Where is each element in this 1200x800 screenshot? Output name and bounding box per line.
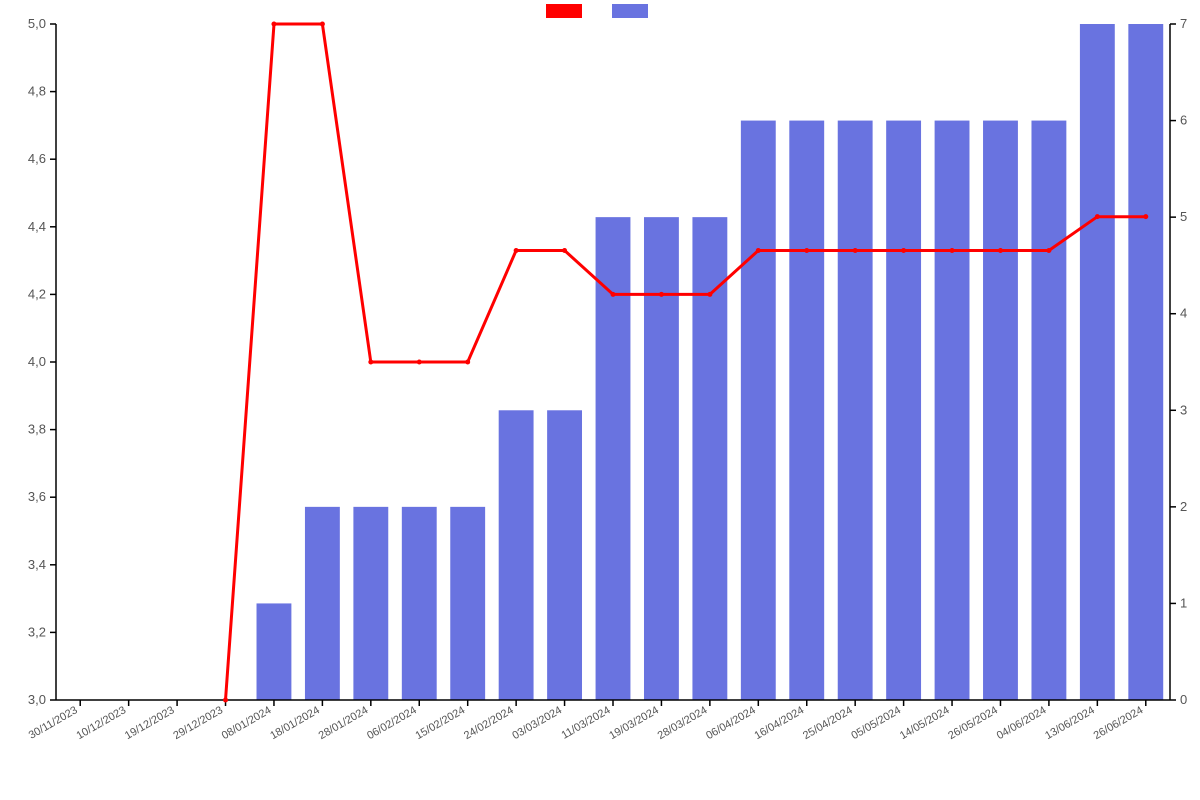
x-axis-label: 24/02/2024 [462,704,516,742]
bar [935,121,970,700]
bar [257,603,292,700]
x-axis-label: 06/04/2024 [704,704,758,742]
left-axis-label: 3,8 [28,422,46,437]
x-axis-label: 08/01/2024 [220,704,274,742]
bar [838,121,873,700]
x-axis-label: 10/12/2023 [74,704,128,742]
x-axis-label: 19/03/2024 [607,704,661,742]
x-axis-label: 03/03/2024 [510,704,564,742]
line-marker [950,248,955,253]
legend-swatch-line [546,4,582,18]
x-axis-label: 15/02/2024 [414,704,468,742]
line-marker [998,248,1003,253]
left-axis-label: 4,6 [28,151,46,166]
right-axis-label: 4 [1180,306,1187,321]
left-axis-label: 3,0 [28,692,46,707]
x-axis-label: 19/12/2023 [123,704,177,742]
x-axis-label: 05/05/2024 [849,704,903,742]
x-axis-label: 25/04/2024 [801,704,855,742]
bar [886,121,921,700]
x-axis-label: 29/12/2023 [171,704,225,742]
x-axis-label: 11/03/2024 [560,704,613,742]
left-axis-label: 4,0 [28,354,46,369]
bar [450,507,485,700]
x-axis-ticks: 30/11/202310/12/202319/12/202329/12/2023… [27,700,1146,742]
line-marker [1095,214,1100,219]
right-axis-label: 6 [1180,113,1187,128]
x-axis-label: 14/05/2024 [898,704,952,742]
left-axis-label: 3,6 [28,489,46,504]
bar [353,507,388,700]
line-marker [901,248,906,253]
x-axis-label: 26/05/2024 [946,704,1000,742]
bar [1128,24,1163,700]
right-axis-label: 1 [1180,595,1187,610]
left-axis-label: 4,4 [28,219,46,234]
left-axis-ticks: 3,0 3,2 3,4 3,6 3,8 4,0 4,2 4,4 4,6 4,8 5,0 [28,16,56,707]
bar [644,217,679,700]
line-marker [804,248,809,253]
left-axis-label: 3,4 [28,557,46,572]
legend [0,2,1200,18]
bar [1031,121,1066,700]
bar [547,410,582,700]
x-axis-label: 13/06/2024 [1043,704,1097,742]
x-axis-label: 28/03/2024 [656,704,710,742]
left-axis-label: 5,0 [28,16,46,31]
legend-item-line [546,2,588,18]
line-marker [611,292,616,297]
line-marker [465,360,470,365]
chart-container: 3,0 3,2 3,4 3,6 3,8 4,0 4,2 4,4 4,6 4,8 5,0 0 1 2 3 4 5… [0,0,1200,800]
line-marker [514,248,519,253]
right-axis-label: 3 [1180,402,1187,417]
line-marker [562,248,567,253]
legend-item-bar [612,2,654,18]
chart-svg: 3,0 3,2 3,4 3,6 3,8 4,0 4,2 4,4 4,6 4,8 5,0 0 1 2 3 4 5… [0,0,1200,800]
bar [596,217,631,700]
line-marker [1143,214,1148,219]
line-marker [271,22,276,27]
x-axis-label: 16/04/2024 [753,704,807,742]
bar [983,121,1018,700]
line-marker [756,248,761,253]
bar [499,410,534,700]
x-axis-label: 04/06/2024 [995,704,1049,742]
legend-swatch-bar [612,4,648,18]
bar [1080,24,1115,700]
left-axis-label: 3,2 [28,624,46,639]
bar [402,507,437,700]
x-axis-label: 30/11/2023 [27,704,80,742]
line-marker [223,698,228,703]
x-axis-label: 18/01/2024 [268,704,322,742]
bar [692,217,727,700]
line-marker [853,248,858,253]
line-marker [368,360,373,365]
line-marker [417,360,422,365]
right-axis-ticks: 0 1 2 3 4 5 6 7 [1170,16,1187,707]
x-axis-label: 06/02/2024 [365,704,419,742]
line-marker [1046,248,1051,253]
right-axis-label: 2 [1180,499,1187,514]
bar [305,507,340,700]
right-axis-label: 7 [1180,16,1187,31]
right-axis-label: 5 [1180,209,1187,224]
left-axis-label: 4,8 [28,84,46,99]
bar [741,121,776,700]
left-axis-label: 4,2 [28,286,46,301]
line-marker [707,292,712,297]
x-axis-label: 26/06/2024 [1092,704,1146,742]
line-marker [659,292,664,297]
x-axis-label: 28/01/2024 [317,704,371,742]
bar [789,121,824,700]
line-marker [320,22,325,27]
right-axis-label: 0 [1180,692,1187,707]
